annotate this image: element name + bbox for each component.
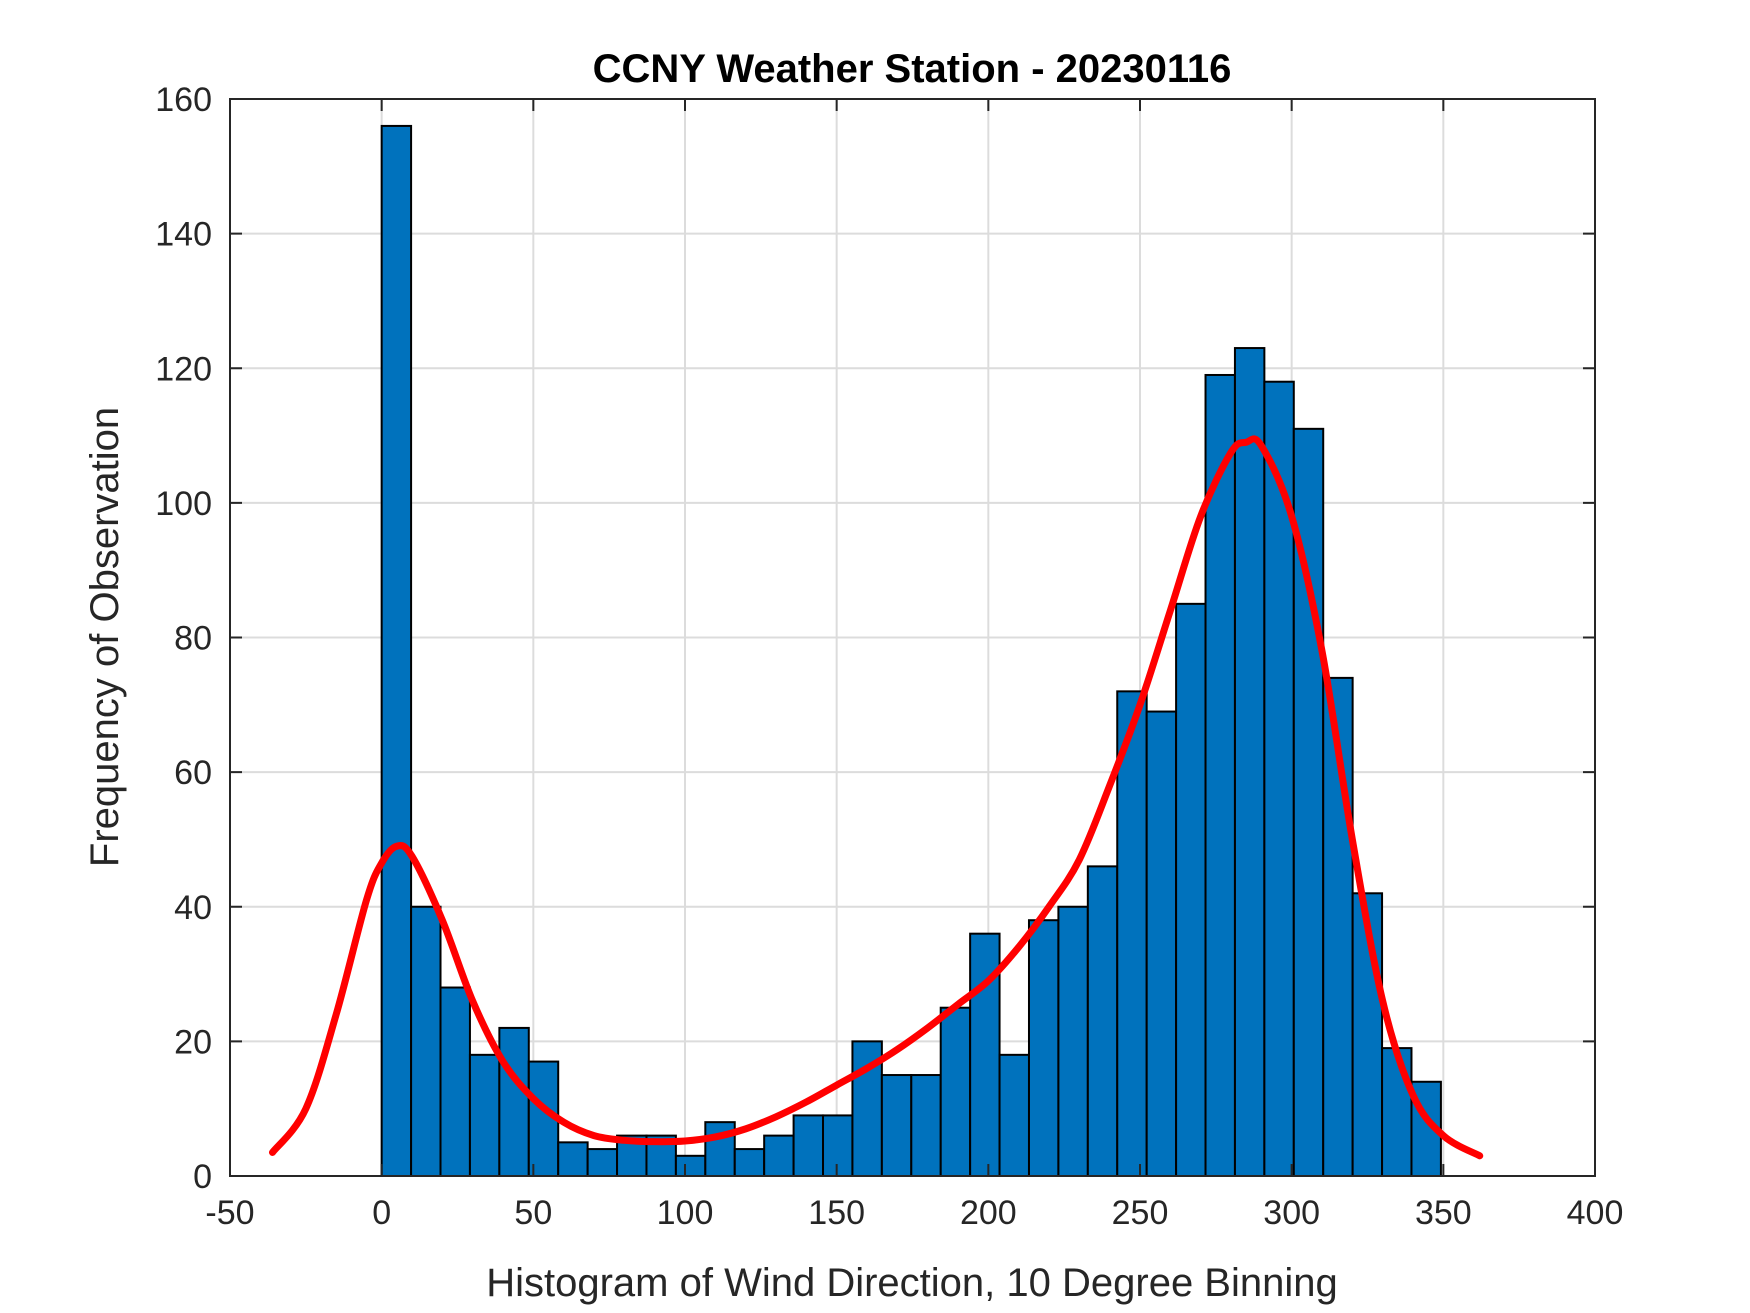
y-tick-label: 0: [193, 1158, 212, 1196]
histogram-bar: [380, 124, 413, 1177]
x-tick-labels: -50 0 50 100 150 200 250 300 350 400: [205, 1194, 1623, 1232]
x-tick-label: 0: [372, 1194, 391, 1232]
fit-curve: [268, 435, 1484, 1160]
x-tick-label: 100: [657, 1194, 714, 1232]
axis-ticks: [229, 98, 1596, 1177]
histogram-bar: [910, 1074, 942, 1177]
histogram-bar: [586, 1148, 619, 1177]
histogram-bar: [1145, 710, 1178, 1177]
histogram-bar: [498, 1026, 530, 1177]
y-tick-label: 120: [155, 350, 212, 388]
x-tick-label: 350: [1415, 1194, 1472, 1232]
x-tick-label: 250: [1112, 1194, 1169, 1232]
y-tick-label: 60: [174, 754, 212, 792]
y-tick-label: 140: [155, 216, 212, 254]
y-tick-label: 80: [174, 620, 212, 658]
y-tick-label: 40: [174, 889, 212, 927]
histogram-bar: [1086, 865, 1119, 1177]
y-axis-label: Frequency of Observation: [83, 407, 127, 867]
histogram-bar: [1175, 602, 1207, 1177]
x-axis-label: Histogram of Wind Direction, 10 Degree B…: [486, 1261, 1338, 1305]
histogram-bar: [939, 1006, 972, 1177]
y-tick-label: 100: [155, 485, 212, 523]
histogram-bar: [792, 1114, 825, 1177]
x-tick-label: 300: [1263, 1194, 1320, 1232]
histogram-bar: [763, 1134, 795, 1178]
histogram-bar: [998, 1053, 1030, 1178]
histogram-bar: [1057, 905, 1089, 1177]
x-tick-label: 50: [514, 1194, 552, 1232]
y-tick-labels: 0 20 40 60 80 100 120 140 160: [155, 81, 212, 1196]
fit-curve-line: [268, 435, 1484, 1160]
histogram-bar: [822, 1114, 854, 1177]
x-tick-label: 150: [808, 1194, 865, 1232]
histogram-bar: [733, 1148, 766, 1177]
histogram-bar: [674, 1154, 707, 1178]
histogram-bar: [468, 1053, 501, 1178]
histogram-bar: [1027, 919, 1060, 1178]
y-tick-label: 20: [174, 1023, 212, 1061]
y-tick-label: 160: [155, 81, 212, 119]
histogram-bar: [1381, 1047, 1413, 1177]
x-tick-label: 200: [960, 1194, 1017, 1232]
histogram-bar: [969, 932, 1001, 1177]
histogram-bar: [1233, 347, 1266, 1177]
chart-title: CCNY Weather Station - 20230116: [593, 47, 1232, 91]
x-tick-label: 400: [1567, 1194, 1624, 1232]
histogram-bar: [439, 986, 471, 1178]
histogram-bar: [410, 905, 442, 1177]
histogram-bar: [557, 1141, 589, 1177]
x-tick-label: -50: [205, 1194, 254, 1232]
histogram-bar: [880, 1074, 913, 1177]
